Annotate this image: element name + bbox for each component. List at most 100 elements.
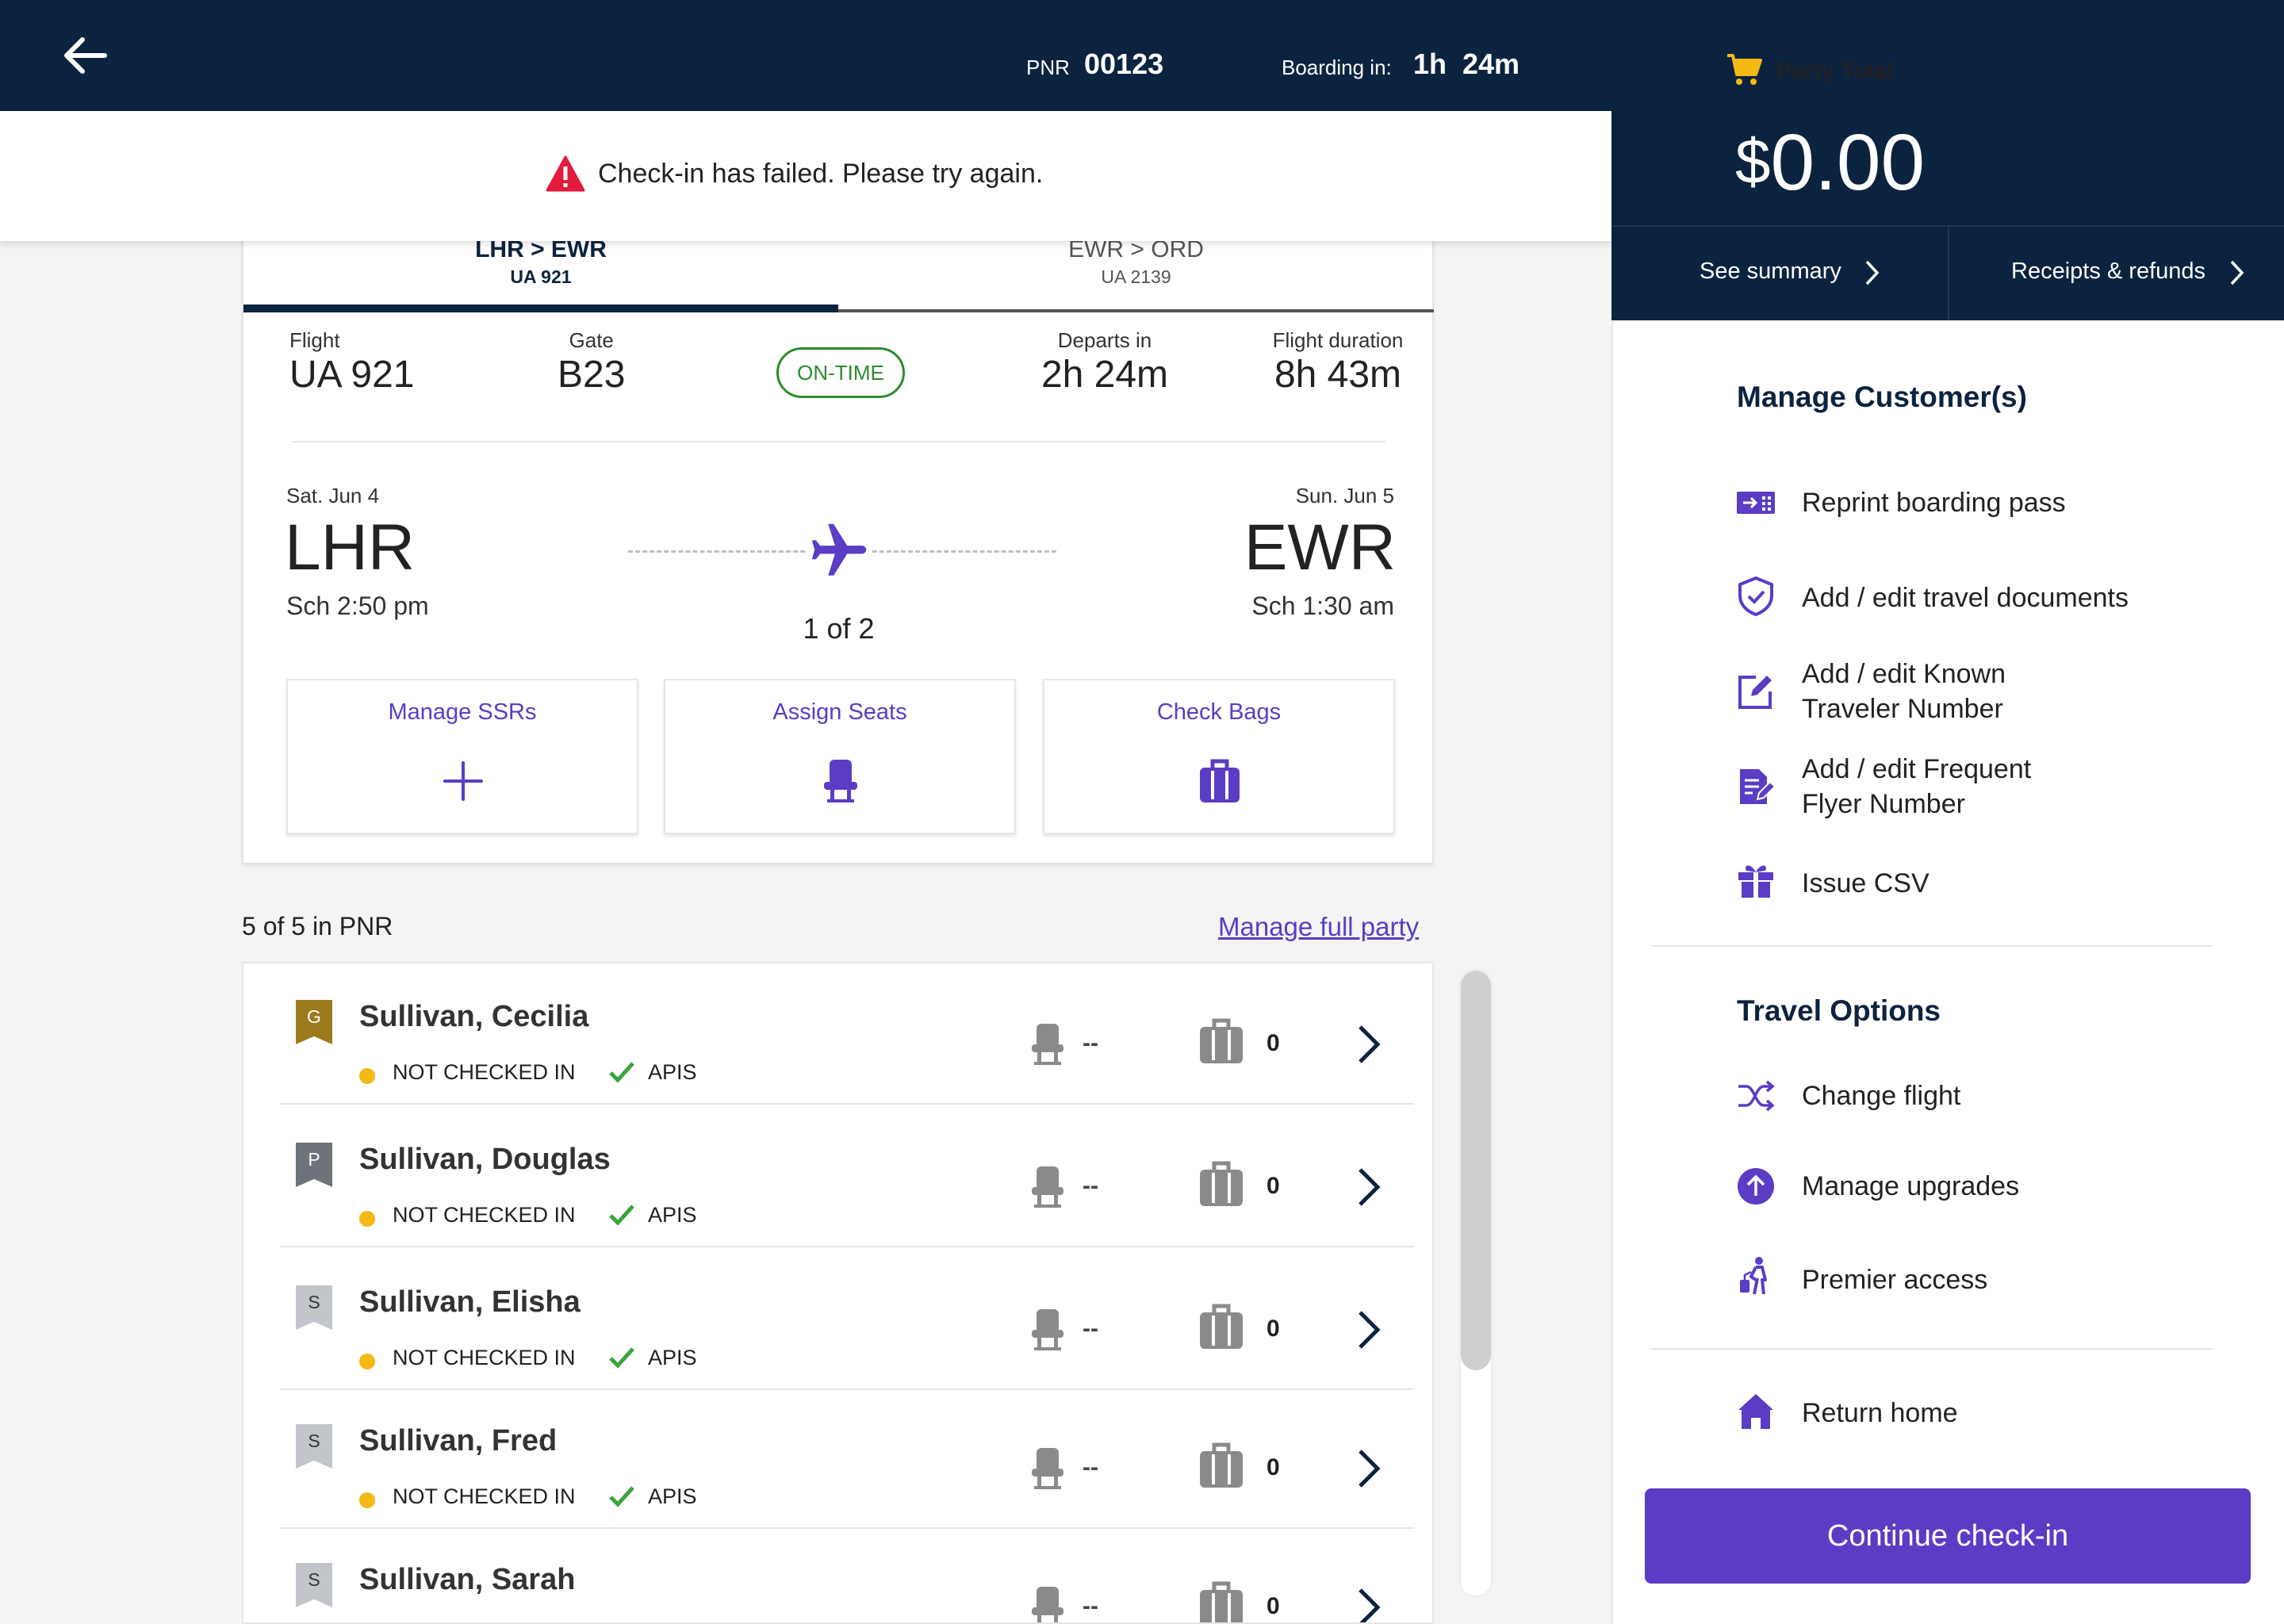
flight-label: Flight — [289, 328, 340, 352]
apis-status: APIS — [648, 1060, 697, 1084]
passenger-list: G Sullivan, Cecilia NOT CHECKED IN APIS -- 0 P… — [242, 962, 1434, 1624]
tab-underline — [243, 309, 1434, 312]
tier-badge: P — [296, 1143, 332, 1187]
chevron-right-icon[interactable] — [1352, 1306, 1384, 1354]
passenger-row[interactable]: G Sullivan, Cecilia NOT CHECKED IN APIS -- 0 — [280, 963, 1414, 1105]
check-in-status: NOT CHECKED IN — [393, 1484, 576, 1508]
seat-icon — [1032, 1166, 1063, 1208]
currency-symbol: $ — [1735, 126, 1771, 197]
passenger-name: Sullivan, Cecilia — [359, 1000, 589, 1033]
active-tab-indicator — [243, 304, 838, 312]
action-label: Check Bags — [1156, 699, 1282, 725]
menu-item-change-flight[interactable]: Change flight — [1802, 1081, 1961, 1111]
arrow-up-circle-icon — [1738, 1168, 1774, 1205]
bag-count: 0 — [1267, 1454, 1280, 1480]
alert-message: Check-in has failed. Please try again. — [598, 159, 1044, 189]
check-in-status: NOT CHECKED IN — [393, 1060, 576, 1084]
check-in-status: NOT CHECKED IN — [393, 1346, 576, 1369]
departs-label: Departs in — [1057, 328, 1152, 352]
bag-count: 0 — [1267, 1316, 1280, 1342]
gate-label: Gate — [569, 328, 614, 352]
error-alert: Check-in has failed. Please try again. — [0, 111, 1611, 241]
seat-value: -- — [1083, 1030, 1098, 1056]
menu-item-return-home[interactable]: Return home — [1802, 1398, 1958, 1428]
seat-value: -- — [1083, 1316, 1098, 1342]
seat-icon — [824, 760, 857, 802]
status-dot — [359, 1492, 375, 1508]
tab-ewr-ord[interactable]: EWR > ORD UA 2139 — [838, 232, 1434, 311]
receipts-refunds-link[interactable]: Receipts & refunds — [2011, 259, 2206, 284]
cart-icon — [1727, 54, 1762, 85]
boarding-time: 1h 24m — [1413, 48, 1520, 80]
divider — [1651, 945, 2213, 947]
origin-schedule: Sch 2:50 pm — [286, 592, 429, 620]
menu-item-reprint-boarding-pass[interactable]: Reprint boarding pass — [1802, 488, 2066, 518]
sidebar-menu — [1611, 320, 2284, 1624]
check-bags-button[interactable]: Check Bags — [1043, 679, 1395, 834]
action-label: Assign Seats — [772, 699, 907, 725]
check-icon — [607, 1620, 637, 1624]
divider — [1948, 225, 1949, 320]
tab-lhr-ewr[interactable]: LHR > EWR UA 921 — [243, 232, 838, 311]
gate-stat: Gate B23 — [558, 328, 625, 396]
check-in-status: NOT CHECKED IN — [393, 1203, 576, 1227]
chevron-right-icon[interactable] — [1352, 1445, 1384, 1492]
status-dot — [359, 1211, 375, 1227]
shuffle-icon — [1738, 1080, 1775, 1112]
seat-value: -- — [1083, 1454, 1098, 1480]
assign-seats-button[interactable]: Assign Seats — [664, 679, 1016, 834]
bag-count: 0 — [1267, 1173, 1280, 1199]
menu-item-known-traveler[interactable]: Add / edit Known Traveler Number — [1802, 659, 2006, 724]
party-total-panel — [1611, 0, 2284, 225]
warning-icon — [546, 155, 585, 192]
manage-full-party-link[interactable]: Manage full party — [1218, 912, 1420, 941]
menu-item-issue-csv[interactable]: Issue CSV — [1802, 868, 1930, 898]
continue-check-in-button[interactable]: Continue check-in — [1645, 1488, 2251, 1584]
chevron-right-icon — [2230, 260, 2244, 285]
manage-customers-heading: Manage Customer(s) — [1737, 381, 2027, 413]
tab-flight-number: UA 921 — [510, 266, 572, 287]
flight-number: UA 921 — [289, 354, 415, 396]
duration-value: 8h 43m — [1274, 354, 1402, 396]
pnr-value: 00123 — [1084, 48, 1164, 80]
seat-icon — [1032, 1587, 1063, 1622]
back-arrow-icon[interactable] — [56, 32, 111, 79]
amount-value: 0.00 — [1770, 118, 1926, 207]
party-total-label: Party Total — [1776, 59, 1894, 84]
chevron-right-icon — [1865, 260, 1880, 285]
boarding-pass-icon — [1737, 492, 1775, 514]
menu-item-travel-documents[interactable]: Add / edit travel documents — [1802, 583, 2129, 613]
bag-count: 0 — [1267, 1593, 1280, 1619]
traveler-icon — [1740, 1257, 1767, 1295]
bag-icon — [1200, 1304, 1243, 1349]
home-icon — [1738, 1394, 1773, 1429]
apis-status: APIS — [648, 1346, 697, 1369]
chevron-right-icon[interactable] — [1352, 1584, 1384, 1624]
check-icon — [609, 1486, 634, 1507]
scrollbar-thumb[interactable] — [1461, 971, 1491, 1370]
passenger-row[interactable]: S Sullivan, Fred NOT CHECKED IN APIS -- 0 — [280, 1388, 1414, 1529]
see-summary-link[interactable]: See summary — [1700, 259, 1841, 284]
check-icon — [609, 1062, 634, 1083]
apis-status: APIS — [648, 1203, 697, 1227]
passenger-name: Sullivan, Elisha — [359, 1285, 581, 1319]
bag-icon — [1200, 1018, 1243, 1063]
chevron-right-icon[interactable] — [1352, 1163, 1384, 1211]
menu-item-premier-access[interactable]: Premier access — [1802, 1265, 1988, 1295]
chevron-right-icon[interactable] — [1352, 1021, 1384, 1068]
status-badge: ON-TIME — [776, 347, 905, 398]
shield-check-icon — [1738, 576, 1773, 616]
tier-badge: S — [296, 1563, 332, 1607]
manage-ssrs-button[interactable]: Manage SSRs — [286, 679, 638, 834]
menu-item-frequent-flyer[interactable]: Add / edit Frequent Flyer Number — [1802, 754, 2032, 819]
seat-icon — [1032, 1024, 1063, 1065]
origin-code: LHR — [285, 511, 416, 584]
departs-stat: Departs in 2h 24m — [1017, 328, 1192, 396]
menu-item-manage-upgrades[interactable]: Manage upgrades — [1802, 1171, 2020, 1201]
passenger-row[interactable]: P Sullivan, Douglas NOT CHECKED IN APIS -- 0 — [280, 1106, 1414, 1247]
pnr-label: PNR — [1026, 56, 1070, 79]
travel-options-heading: Travel Options — [1737, 994, 1941, 1027]
passenger-row[interactable]: S Sullivan, Elisha NOT CHECKED IN APIS -- 0 — [280, 1249, 1414, 1390]
origin-date: Sat. Jun 4 — [286, 484, 380, 508]
